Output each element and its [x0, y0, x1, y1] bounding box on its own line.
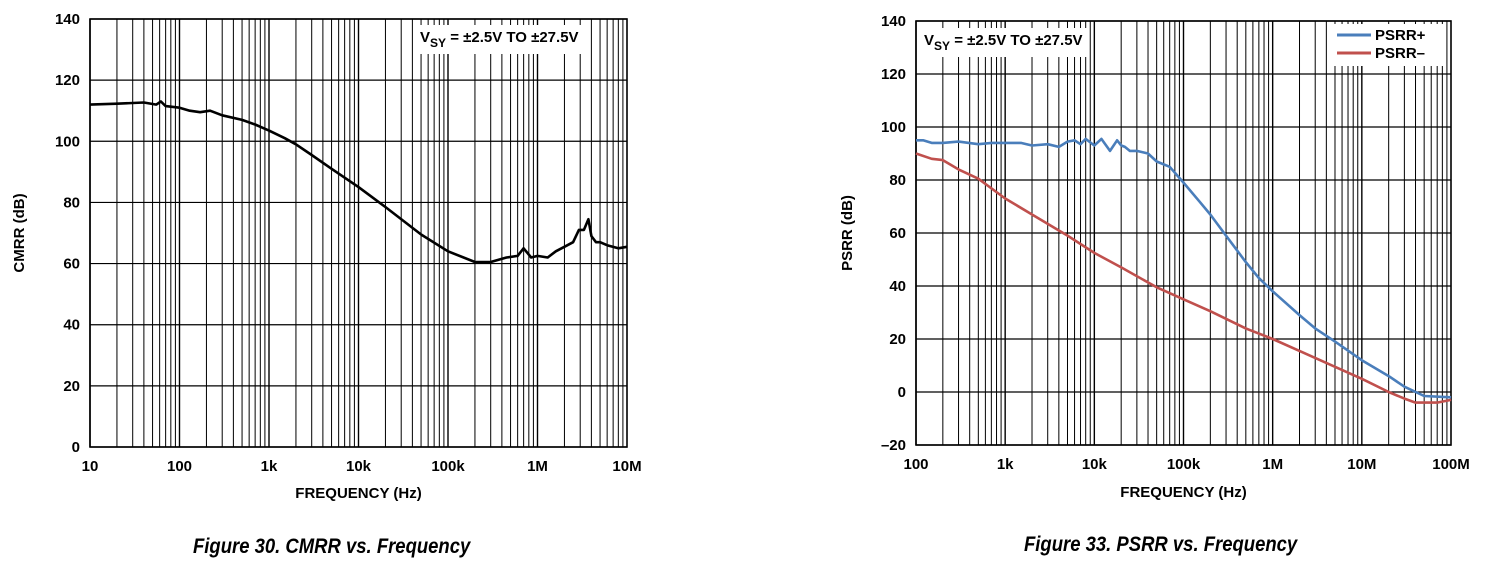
- x-tick-label: 10: [82, 458, 99, 475]
- legend-label-2: PSRR–: [1375, 45, 1425, 62]
- x-tick-label: 1M: [1262, 456, 1283, 473]
- x-tick-label: 1k: [997, 456, 1014, 473]
- y-tick-label: 40: [63, 317, 80, 334]
- y-tick-label: 140: [55, 11, 80, 28]
- y-tick-label: 80: [889, 172, 906, 189]
- x-tick-label: 1M: [527, 458, 548, 475]
- x-axis-title: FREQUENCY (Hz): [295, 485, 421, 502]
- series-line-1: [916, 137, 1452, 399]
- x-tick-label: 1k: [261, 458, 278, 475]
- annotation-background: [414, 25, 585, 54]
- y-tick-label: 100: [55, 133, 80, 150]
- y-tick-label: –20: [881, 437, 906, 454]
- y-tick-label: 80: [63, 194, 80, 211]
- annotation-subscript: SY: [934, 39, 950, 53]
- chart-2: –20 0 20 40 60 80 100 120 140 100 1k 10k 100k 1M 10M 10…: [839, 13, 1470, 501]
- x-tick-label: 100k: [431, 458, 465, 475]
- series-line-1: [89, 100, 628, 264]
- y-tick-label: 20: [889, 331, 906, 348]
- annotation-prefix: V: [420, 29, 430, 46]
- x-tick-label: 100: [167, 458, 192, 475]
- y-tick-label: 140: [881, 13, 906, 30]
- caption-figure-33: Figure 33. PSRR vs. Frequency: [1024, 533, 1298, 556]
- legend-label-1: PSRR+: [1375, 27, 1426, 44]
- chart-1: 0 20 40 60 80 100 120 140 10 100 1k 10k 100k 1M 10M FRE…: [11, 11, 642, 502]
- annotation-prefix: V: [924, 32, 934, 49]
- y-tick-label: 0: [898, 384, 906, 401]
- annotation-suffix: = ±2.5V TO ±27.5V: [950, 32, 1083, 49]
- x-tick-label: 10M: [612, 458, 641, 475]
- annotation-suffix: = ±2.5V TO ±27.5V: [446, 29, 579, 46]
- x-tick-label: 10M: [1347, 456, 1376, 473]
- annotation-label: VSY = ±2.5V TO ±27.5V: [924, 32, 1083, 53]
- y-axis-title: PSRR (dB): [839, 195, 856, 271]
- caption-figure-30: Figure 30. CMRR vs. Frequency: [193, 535, 471, 558]
- y-tick-label: 120: [881, 66, 906, 83]
- annotation-background: [918, 28, 1089, 57]
- y-tick-label: 60: [889, 225, 906, 242]
- y-tick-label: 100: [881, 119, 906, 136]
- y-tick-label: 120: [55, 72, 80, 89]
- plot-frame: [915, 20, 1452, 446]
- x-axis-title: FREQUENCY (Hz): [1120, 484, 1246, 501]
- legend-background: [1331, 24, 1446, 66]
- x-tick-label: 100: [903, 456, 928, 473]
- y-tick-label: 40: [889, 278, 906, 295]
- series-line-2: [915, 152, 1452, 404]
- x-tick-label: 10k: [1082, 456, 1108, 473]
- y-tick-label: 0: [72, 439, 80, 456]
- vertical-gridlines: [89, 19, 624, 447]
- legend: PSRR+PSRR–: [1331, 24, 1446, 66]
- plot-frame: [89, 18, 628, 448]
- y-tick-label: 60: [63, 256, 80, 273]
- x-tick-label: 100M: [1432, 456, 1470, 473]
- annotation-label: VSY = ±2.5V TO ±27.5V: [420, 29, 579, 50]
- x-tick-label: 100k: [1167, 456, 1201, 473]
- y-tick-label: 20: [63, 378, 80, 395]
- x-tick-label: 10k: [346, 458, 372, 475]
- annotation-subscript: SY: [430, 36, 446, 50]
- y-axis-title: CMRR (dB): [11, 193, 28, 272]
